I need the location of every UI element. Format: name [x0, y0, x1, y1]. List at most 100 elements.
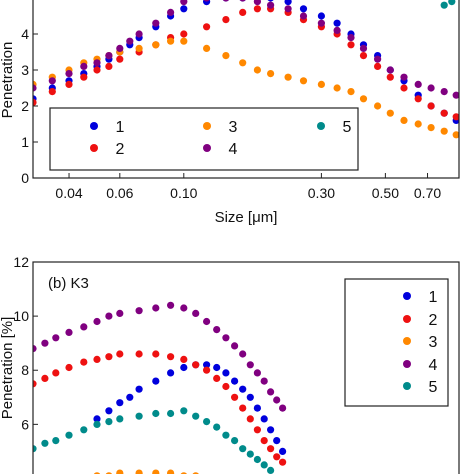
panel-b-series-1-point — [135, 385, 143, 393]
panel-a-x-tick-label: 0.30 — [308, 185, 335, 201]
panel-a-y-tick-label: 4 — [21, 26, 29, 42]
panel-b-series-4-point — [231, 342, 239, 350]
panel-a-series-4-point — [386, 66, 394, 74]
panel-b-series-1-point — [246, 393, 254, 401]
panel-b-legend-label-5: 5 — [429, 379, 438, 396]
panel-a-series-3-point — [359, 95, 368, 103]
panel-a-series-4-point — [65, 70, 73, 78]
panel-b-series-4-point — [192, 309, 200, 317]
panel-b-series-2-point — [116, 350, 124, 358]
panel-b-series-1-point — [231, 377, 239, 385]
panel-b-series-4-point — [279, 404, 287, 412]
panel-b-series-2-point — [135, 350, 143, 358]
panel-a-series-3-point — [427, 124, 435, 132]
panel-a-y-tick-label: 2 — [21, 98, 29, 114]
panel-b-series-1-point — [273, 437, 281, 445]
panel-b-legend: 1 2 3 4 5 — [344, 278, 449, 407]
panel-a-series-5-point — [440, 1, 448, 9]
panel-a-series-2-point — [80, 73, 88, 81]
panel-a-series-3-point — [400, 116, 408, 124]
panel-a-legend-box — [49, 107, 359, 171]
panel-a-series-4-point — [374, 55, 382, 63]
panel-b-series-4-point — [203, 317, 211, 326]
panel-b-legend-label-2: 2 — [429, 312, 438, 329]
panel-b-y-tick-label: 10 — [13, 308, 29, 324]
panel-b-series-4-point — [93, 317, 101, 326]
panel-b-series-2-point — [152, 350, 160, 358]
panel-a-series-1-point — [284, 0, 292, 6]
panel-a-series-2-point — [440, 109, 448, 117]
panel-a-chart: 0 1 2 3 4 0.04 0.06 0.10 0.30 0.50 0.70 Penetratio… — [0, 0, 460, 226]
panel-b-series-3-point — [116, 469, 124, 474]
panel-b-series-2-point — [105, 353, 113, 361]
panel-a-legend-marker-1 — [90, 122, 98, 130]
panel-a-legend-marker-3 — [203, 122, 211, 130]
panel-a-x-tick-label: 0.10 — [170, 185, 197, 201]
panel-b-series-5-point — [192, 412, 200, 420]
panel-a-series-2-point — [347, 41, 355, 49]
panel-a-series-2-point — [222, 16, 230, 24]
panel-b-series-4-point — [253, 369, 261, 377]
panel-b-series-1-point — [213, 363, 221, 372]
panel-b-series-4-point — [105, 312, 113, 320]
panel-a-series-4-point — [414, 80, 422, 88]
panel-b-series-2-point — [253, 426, 261, 434]
panel-b-points — [33, 301, 287, 474]
panel-a-series-4-point — [152, 19, 160, 27]
panel-a-y-tick-label: 3 — [21, 62, 29, 78]
panel-b-series-4-point — [222, 334, 230, 342]
panel-b-series-2-point — [239, 404, 247, 412]
panel-a-legend: 1 2 3 4 5 — [49, 107, 359, 171]
panel-a-points — [33, 0, 459, 139]
panel-a-series-4-point — [347, 34, 355, 42]
panel-a-legend-label-3: 3 — [229, 119, 238, 136]
panel-b-series-1-point — [167, 369, 175, 377]
panel-b-legend-marker-2 — [403, 315, 411, 323]
panel-a-series-2-point — [414, 95, 422, 103]
panel-a-series-4-point — [167, 8, 175, 16]
panel-b-series-4-point — [273, 396, 281, 404]
panel-a-series-1-point — [180, 5, 188, 13]
panel-a-series-1-point — [299, 5, 308, 13]
panel-a-legend-label-5: 5 — [343, 119, 352, 136]
panel-a-series-4-point — [284, 5, 292, 13]
panel-b-series-3-point — [152, 469, 160, 474]
panel-b-series-5-point — [167, 409, 175, 418]
panel-a-series-3-point — [386, 109, 394, 117]
panel-a-series-2-point — [452, 113, 459, 121]
panel-b-legend-label-3: 3 — [429, 334, 438, 351]
panel-a-ticks: 0 1 2 3 4 0.04 0.06 0.10 0.30 0.50 0.70 — [21, 26, 441, 201]
panel-a-series-4-point — [48, 77, 56, 85]
panel-b-series-5-point — [267, 466, 275, 474]
panel-b-legend-label-4: 4 — [429, 357, 438, 374]
panel-a-series-2-point — [203, 23, 211, 31]
panel-a-series-2-point — [33, 98, 37, 106]
panel-a-series-2-point — [116, 55, 124, 63]
panel-a-series-3-point — [239, 59, 247, 67]
panel-b-series-5-point — [65, 431, 73, 439]
panel-b-series-5-point — [180, 407, 188, 415]
panel-a-series-4-point — [203, 0, 210, 2]
panel-b-y-tick-label: 6 — [21, 416, 29, 432]
panel-a-x-tick-label: 0.50 — [372, 185, 399, 201]
panel-a-series-4-point — [253, 0, 261, 6]
panel-a-y-tick-label: 1 — [21, 134, 29, 150]
panel-b-series-4-point — [33, 345, 37, 353]
panel-b-title: (b) K3 — [48, 275, 89, 292]
panel-b-series-4-point — [116, 309, 124, 317]
panel-b-series-3-point — [135, 469, 143, 474]
panel-b-series-5-point — [203, 418, 211, 426]
panel-a-series-1-point — [267, 0, 274, 2]
panel-b-series-2-point — [279, 458, 287, 466]
panel-a-series-4-point — [299, 12, 308, 20]
panel-b-series-5-point — [222, 431, 230, 439]
panel-b-series-2-point — [33, 380, 37, 388]
panel-b-series-4-point — [239, 350, 247, 358]
panel-b-series-5-point — [41, 439, 49, 447]
panel-b-series-2-point — [222, 382, 230, 391]
panel-a-series-3-point — [414, 120, 422, 128]
panel-b-series-2-point — [80, 358, 88, 366]
panel-b-series-5-point — [239, 445, 247, 453]
panel-b-series-3-point — [167, 469, 175, 474]
